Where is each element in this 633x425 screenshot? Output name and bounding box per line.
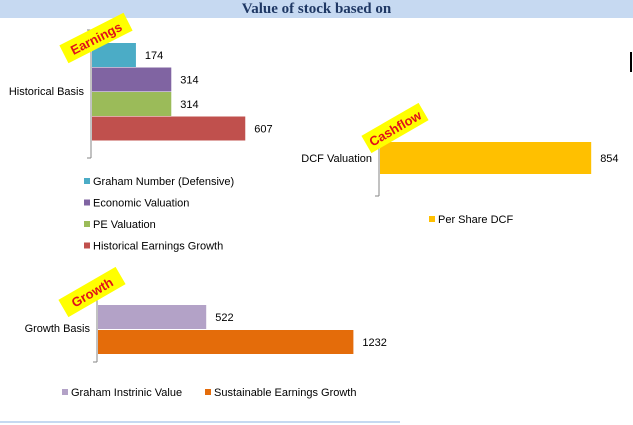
right-edge-mark bbox=[630, 52, 632, 72]
legend-swatch-2-1 bbox=[205, 389, 211, 395]
legend-swatch-0-0 bbox=[84, 178, 90, 184]
cashflow-tag-box bbox=[361, 102, 429, 154]
bar-2-0 bbox=[98, 305, 207, 329]
legend-swatch-2-0 bbox=[62, 389, 68, 395]
legend-swatch-0-1 bbox=[84, 199, 90, 206]
data-label-0-2: 314 bbox=[180, 99, 198, 111]
data-label-2-1: 1232 bbox=[362, 337, 386, 349]
legend-label-0-1: Economic Valuation bbox=[93, 198, 189, 210]
legend-label-0-2: PE Valuation bbox=[93, 219, 156, 231]
growth-chart: Growth Basis 522 1232 Graham Instrinic Va… bbox=[25, 266, 387, 399]
legend-label-2-1: Sustainable Earnings Growth bbox=[214, 387, 356, 399]
title-bar bbox=[0, 0, 633, 18]
legend-swatch-1-0 bbox=[429, 216, 435, 222]
bar-0-3 bbox=[92, 116, 246, 141]
legend-label-0-0: Graham Number (Defensive) bbox=[93, 176, 234, 188]
legend-label-1-0: Per Share DCF bbox=[438, 214, 513, 226]
legend-label-0-3: Historical Earnings Growth bbox=[93, 241, 223, 253]
legend-label-2-0: Graham Instrinic Value bbox=[71, 387, 182, 399]
page-title: Value of stock based on bbox=[241, 1, 392, 17]
earnings-category-label: Historical Basis bbox=[9, 86, 85, 98]
bar-1-0 bbox=[380, 142, 592, 174]
data-label-0-0: 174 bbox=[145, 50, 163, 62]
data-label-2-0: 522 bbox=[215, 312, 233, 324]
bar-0-2 bbox=[92, 92, 172, 116]
cashflow-chart: DCF Valuation 854 Per Share DCF Cashflow bbox=[301, 102, 619, 226]
cashflow-category-label: DCF Valuation bbox=[301, 153, 372, 165]
bar-2-1 bbox=[98, 330, 354, 354]
bottom-border bbox=[0, 421, 400, 423]
growth-category-label: Growth Basis bbox=[25, 323, 91, 335]
data-label-0-3: 607 bbox=[254, 124, 272, 136]
earnings-tag-box bbox=[59, 12, 133, 64]
legend-swatch-0-3 bbox=[84, 242, 90, 249]
legend-swatch-0-2 bbox=[84, 221, 90, 227]
growth-tag-box bbox=[58, 266, 126, 318]
bar-0-1 bbox=[92, 67, 172, 92]
earnings-chart: Historical Basis 174 314 314 607 Graham Num… bbox=[9, 12, 273, 253]
data-label-0-1: 314 bbox=[180, 75, 198, 87]
data-label-1-0: 854 bbox=[600, 153, 618, 165]
